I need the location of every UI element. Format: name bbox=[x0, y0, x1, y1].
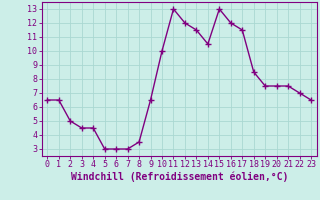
X-axis label: Windchill (Refroidissement éolien,°C): Windchill (Refroidissement éolien,°C) bbox=[70, 172, 288, 182]
